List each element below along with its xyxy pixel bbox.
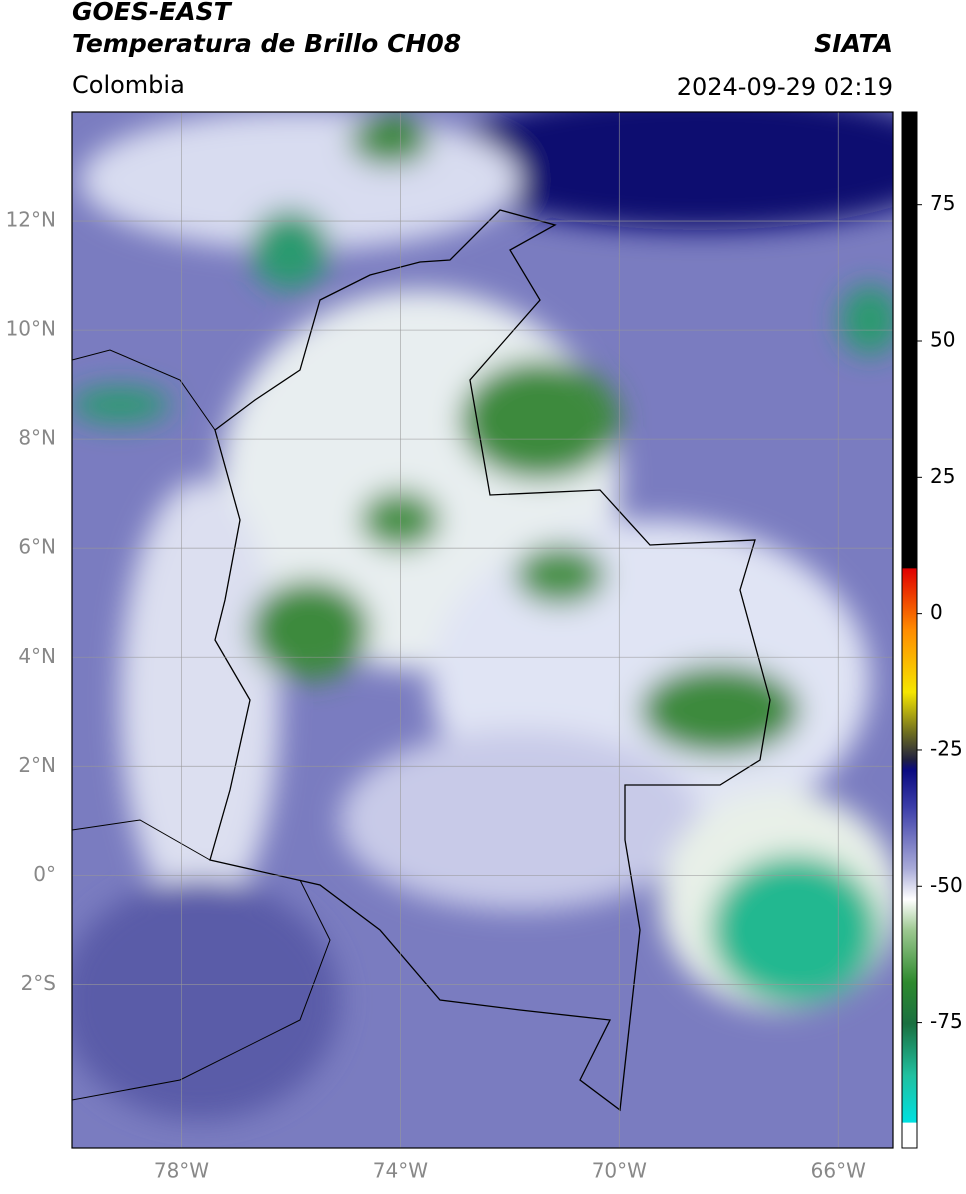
colorbar-tick-label: 25 [930, 464, 955, 488]
source: SIATA [814, 29, 893, 58]
x-tick-label: 78°W [154, 1159, 209, 1183]
colorbar-tick-label: 75 [930, 191, 955, 215]
y-tick-label: 0° [33, 862, 56, 886]
colorbar-tick-label: 0 [930, 600, 943, 624]
y-tick-label: 6°N [18, 535, 56, 559]
map-frame [71, 111, 894, 1149]
coastline [72, 349, 331, 1101]
y-tick-label: 2°N [18, 753, 56, 777]
colorbar-tick-label: -50 [930, 873, 963, 897]
x-tick-label: 70°W [592, 1159, 647, 1183]
satellite-image [72, 112, 893, 1148]
x-tick-label: 66°W [811, 1159, 866, 1183]
x-tick-label: 74°W [373, 1159, 428, 1183]
colorbar [901, 111, 918, 1149]
y-tick-label: 10°N [6, 317, 56, 341]
y-tick-label: 12°N [6, 208, 56, 232]
subtitle: Temperatura de Brillo CH08 [72, 29, 461, 58]
colorbar-tick-label: -25 [930, 736, 963, 760]
y-tick-label: 8°N [18, 426, 56, 450]
title: GOES-EAST [72, 0, 233, 26]
graticule [72, 112, 893, 1148]
region: Colombia [72, 71, 185, 99]
colorbar-tick-label: 50 [930, 328, 955, 352]
y-tick-label: 2°S [21, 971, 56, 995]
colorbar-tick-label: -75 [930, 1009, 963, 1033]
timestamp: 2024-09-29 02:19 [677, 73, 893, 101]
y-tick-label: 4°N [18, 644, 56, 668]
